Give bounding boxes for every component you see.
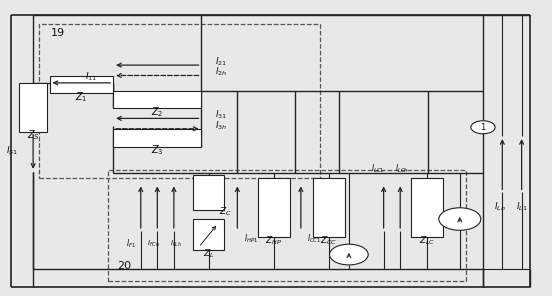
Text: $I_{FCh}$: $I_{FCh}$ xyxy=(147,239,160,249)
Text: $I_{2h}$: $I_{2h}$ xyxy=(215,66,227,78)
Bar xyxy=(193,175,224,210)
Text: $I_{L1}$: $I_{L1}$ xyxy=(516,201,528,213)
Bar xyxy=(113,91,201,108)
Text: $I_{Lh}$: $I_{Lh}$ xyxy=(494,201,506,213)
Text: $I_{3h}$: $I_{3h}$ xyxy=(215,119,227,132)
Text: $I_{LC1}$: $I_{LC1}$ xyxy=(371,163,385,175)
Bar xyxy=(39,24,320,178)
Text: $I_{FLh}$: $I_{FLh}$ xyxy=(171,239,183,249)
Text: $Z_{HP}$: $Z_{HP}$ xyxy=(266,234,282,247)
Text: $I_{31}$: $I_{31}$ xyxy=(215,109,227,121)
Circle shape xyxy=(330,244,368,265)
Text: $Z_2$: $Z_2$ xyxy=(151,105,163,119)
Bar xyxy=(411,178,443,237)
Bar xyxy=(50,76,113,93)
Bar xyxy=(313,178,345,237)
Text: $Z_{LC}$: $Z_{LC}$ xyxy=(419,234,436,247)
Text: $Z_S$: $Z_S$ xyxy=(26,128,40,141)
Text: $I_{LCh}$: $I_{LCh}$ xyxy=(395,163,409,175)
Text: $Z_{CC}$: $Z_{CC}$ xyxy=(320,234,338,247)
Bar xyxy=(108,170,466,281)
Text: $Z_C$: $Z_C$ xyxy=(219,205,232,218)
Circle shape xyxy=(439,208,481,230)
Text: $I_{CC1}$: $I_{CC1}$ xyxy=(307,232,322,244)
Text: $I_{11}$: $I_{11}$ xyxy=(85,71,97,83)
Text: $Z_1$: $Z_1$ xyxy=(76,90,88,104)
Text: $I_{21}$: $I_{21}$ xyxy=(215,56,227,68)
Bar xyxy=(113,129,201,147)
Text: $Z_L$: $Z_L$ xyxy=(203,247,214,260)
Text: 20: 20 xyxy=(117,261,131,271)
Bar xyxy=(19,83,47,132)
Text: 1: 1 xyxy=(480,123,486,132)
Bar xyxy=(193,219,224,250)
Circle shape xyxy=(471,121,495,134)
Text: $I_{HP1}$: $I_{HP1}$ xyxy=(244,232,258,244)
Text: $Z_3$: $Z_3$ xyxy=(151,144,163,157)
Text: 19: 19 xyxy=(51,28,65,38)
Text: $I_{S1}$: $I_{S1}$ xyxy=(6,145,18,157)
Bar xyxy=(258,178,290,237)
Text: $I_{F1}$: $I_{F1}$ xyxy=(126,238,136,250)
